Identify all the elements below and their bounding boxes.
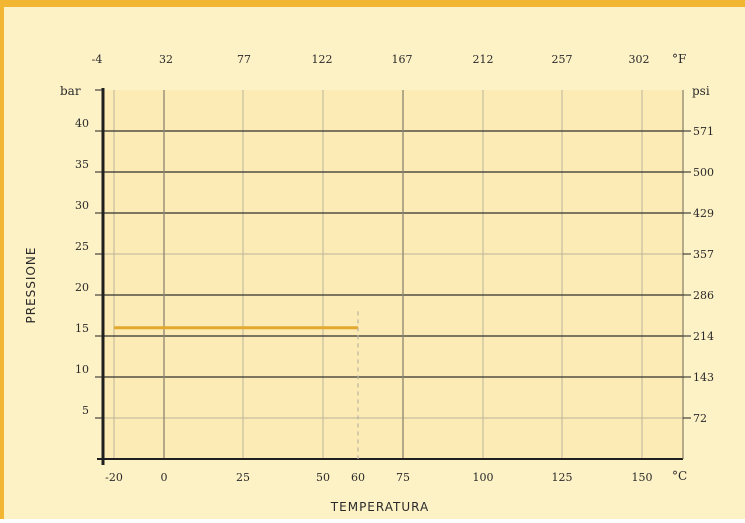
- y-right-tick-label-0: 72: [693, 412, 707, 425]
- y-left-tick-label-6: 35: [75, 158, 89, 171]
- unit-y-left: bar: [60, 84, 81, 98]
- y-left-tick-label-0: 5: [82, 404, 89, 417]
- y-right-tick-label-1: 143: [693, 371, 714, 384]
- plot-area: [103, 90, 683, 459]
- series-layer: [114, 311, 359, 459]
- y-left-tick-labels: 5 10 15 20 25 30 35 40: [75, 117, 89, 417]
- y-right-tick-label-7: 571: [693, 125, 714, 138]
- frame-top-band: [0, 0, 745, 7]
- x-bottom-tick-label-1: 0: [161, 471, 168, 484]
- unit-x-bottom: °C: [672, 469, 687, 483]
- x-top-tick-label-5: 212: [473, 53, 494, 66]
- x-bottom-tick-label-5: 75: [396, 471, 410, 484]
- axes: [95, 88, 691, 465]
- x-top-tick-label-7: 302: [629, 53, 650, 66]
- y-left-tick-label-5: 30: [75, 199, 89, 212]
- y-right-tick-label-4: 357: [693, 248, 714, 261]
- y-left-tick-label-3: 20: [75, 281, 89, 294]
- x-top-tick-label-4: 167: [392, 53, 413, 66]
- x-bottom-tick-label-2: 25: [236, 471, 250, 484]
- x-top-tick-label-1: 32: [159, 53, 173, 66]
- x-bottom-tick-label-4: 60: [351, 471, 365, 484]
- x-bottom-tick-label-6: 100: [473, 471, 494, 484]
- x-top-tick-label-3: 122: [312, 53, 333, 66]
- y-right-tick-label-2: 214: [693, 330, 714, 343]
- x-top-tick-label-2: 77: [237, 53, 251, 66]
- x-top-tick-labels: -4 32 77 122 167 212 257 302: [92, 53, 650, 66]
- y-right-tick-label-3: 286: [693, 289, 714, 302]
- unit-x-top: °F: [672, 52, 686, 66]
- x-top-tick-label-0: -4: [92, 53, 103, 66]
- y-right-tick-label-5: 429: [693, 207, 714, 220]
- major-gridlines: [103, 90, 683, 459]
- y-right-tick-labels: 72 143 214 286 357 429 500 571: [693, 125, 714, 425]
- x-axis-title: TEMPERATURA: [330, 500, 429, 514]
- x-top-tick-label-6: 257: [552, 53, 573, 66]
- y-left-tick-label-4: 25: [75, 240, 89, 253]
- x-bottom-tick-label-8: 150: [632, 471, 653, 484]
- x-bottom-tick-labels: -20 0 25 50 60 75 100 125 150: [105, 471, 652, 484]
- y-axis-title: PRESSIONE: [24, 247, 38, 324]
- y-left-tick-label-7: 40: [75, 117, 89, 130]
- y-left-tick-label-2: 15: [75, 322, 89, 335]
- unit-y-right: psi: [692, 84, 710, 98]
- y-left-tick-label-1: 10: [75, 363, 89, 376]
- x-bottom-tick-label-3: 50: [316, 471, 330, 484]
- frame-left-edge: [0, 0, 4, 519]
- x-bottom-tick-label-7: 125: [552, 471, 573, 484]
- y-right-tick-label-6: 500: [693, 166, 714, 179]
- x-bottom-tick-label-0: -20: [105, 471, 123, 484]
